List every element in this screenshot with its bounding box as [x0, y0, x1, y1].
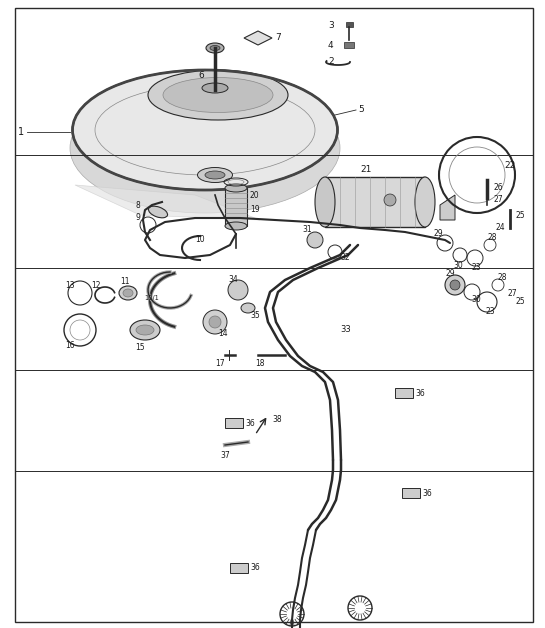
Ellipse shape	[225, 184, 247, 192]
Text: 13: 13	[65, 281, 75, 291]
Ellipse shape	[206, 43, 224, 53]
Text: 1: 1	[18, 127, 24, 137]
Circle shape	[307, 232, 323, 248]
Text: 21: 21	[360, 166, 371, 175]
Text: 17: 17	[215, 359, 225, 367]
Ellipse shape	[72, 70, 337, 190]
Text: 25: 25	[516, 298, 525, 306]
Polygon shape	[440, 195, 455, 220]
Text: 16: 16	[65, 342, 75, 350]
Text: 10: 10	[195, 236, 204, 244]
Text: 10/1: 10/1	[144, 295, 159, 301]
Bar	[346, 22, 353, 27]
Text: 32: 32	[340, 254, 350, 263]
Text: 3: 3	[328, 21, 334, 30]
Bar	[225, 418, 243, 428]
Text: 28: 28	[498, 274, 507, 283]
Text: 29: 29	[445, 269, 455, 278]
Text: 30: 30	[471, 296, 481, 305]
Text: 2: 2	[328, 58, 334, 67]
Text: 25: 25	[515, 210, 525, 220]
Ellipse shape	[205, 171, 225, 179]
Text: 22: 22	[504, 161, 515, 170]
Text: 37: 37	[220, 450, 230, 460]
Ellipse shape	[136, 325, 154, 335]
Text: 7: 7	[275, 33, 281, 43]
Text: 19: 19	[250, 205, 259, 215]
Text: 23: 23	[486, 308, 495, 317]
Text: 20: 20	[250, 192, 259, 200]
Ellipse shape	[241, 303, 255, 313]
Text: 15: 15	[135, 344, 144, 352]
Text: 34: 34	[228, 276, 238, 284]
Text: 11: 11	[120, 278, 130, 286]
Ellipse shape	[210, 45, 220, 50]
Text: 9: 9	[135, 214, 140, 222]
Bar	[344, 42, 354, 48]
Text: 35: 35	[250, 311, 260, 320]
Ellipse shape	[315, 177, 335, 227]
Ellipse shape	[148, 206, 167, 218]
Text: 36: 36	[422, 489, 432, 497]
Ellipse shape	[202, 83, 228, 93]
Polygon shape	[75, 185, 260, 220]
Ellipse shape	[123, 289, 133, 297]
Text: 8: 8	[135, 200, 140, 210]
Text: 36: 36	[250, 563, 260, 573]
Text: 31: 31	[302, 225, 312, 234]
Text: 24: 24	[495, 224, 505, 232]
Circle shape	[203, 310, 227, 334]
Text: 36: 36	[415, 389, 425, 398]
Text: 14: 14	[218, 330, 228, 338]
Bar	[225, 188, 247, 226]
Bar	[395, 388, 413, 398]
Text: 12: 12	[91, 281, 100, 291]
Text: 27: 27	[493, 195, 502, 205]
Text: 30: 30	[453, 261, 463, 269]
Text: 26: 26	[493, 183, 502, 192]
Ellipse shape	[119, 286, 137, 300]
Circle shape	[450, 280, 460, 290]
Text: 36: 36	[245, 418, 255, 428]
Polygon shape	[244, 31, 272, 45]
Text: 33: 33	[340, 325, 351, 335]
Ellipse shape	[148, 70, 288, 120]
Text: 18: 18	[255, 359, 264, 367]
Ellipse shape	[70, 83, 340, 213]
Circle shape	[384, 194, 396, 206]
Ellipse shape	[197, 168, 233, 183]
Text: 29: 29	[433, 229, 443, 237]
Circle shape	[209, 316, 221, 328]
Text: 28: 28	[487, 234, 496, 242]
Bar	[230, 563, 248, 573]
Text: 23: 23	[472, 264, 482, 273]
Ellipse shape	[130, 320, 160, 340]
Ellipse shape	[225, 222, 247, 230]
Text: 38: 38	[272, 416, 282, 425]
Text: 27: 27	[507, 288, 517, 298]
Text: 4: 4	[328, 40, 334, 50]
Bar	[325, 177, 425, 227]
Circle shape	[445, 275, 465, 295]
Text: 5: 5	[358, 106, 364, 114]
Ellipse shape	[415, 177, 435, 227]
Circle shape	[228, 280, 248, 300]
Ellipse shape	[163, 77, 273, 112]
Bar	[402, 488, 420, 498]
Text: 6: 6	[198, 70, 204, 80]
